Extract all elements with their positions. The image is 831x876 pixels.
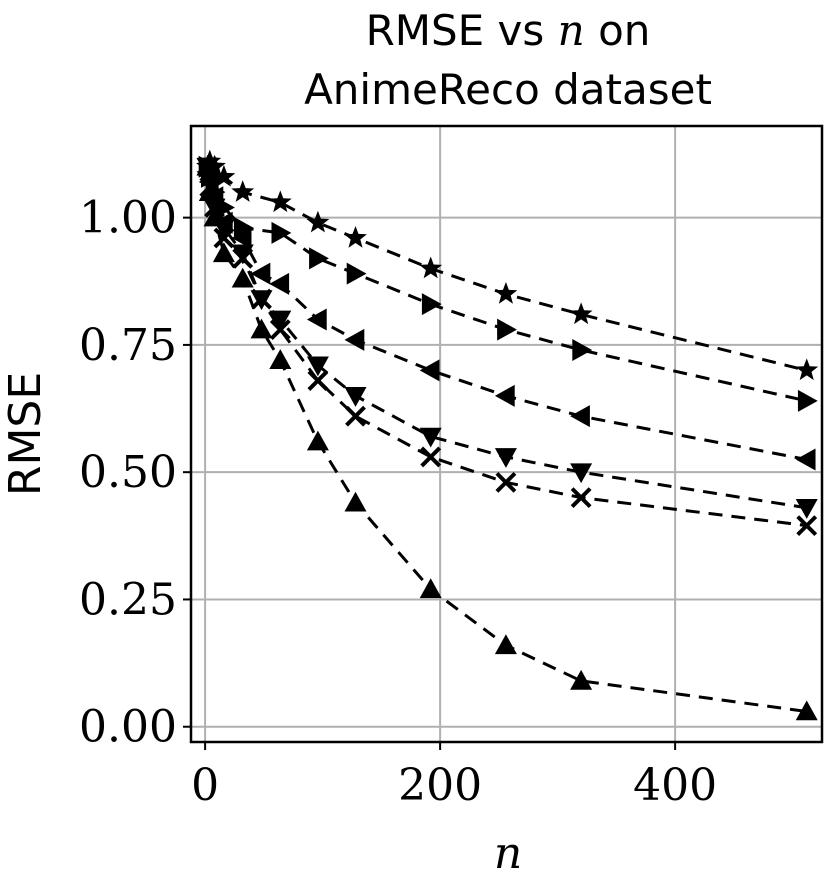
triangle-up-marker — [250, 318, 273, 339]
x-marker — [307, 370, 329, 391]
x-marker — [232, 247, 254, 269]
triangle-left-marker — [231, 227, 252, 249]
triangle-up-marker — [212, 242, 235, 263]
x-marker — [251, 288, 272, 310]
series-line-star — [206, 158, 808, 372]
triangle-up-marker — [198, 181, 221, 201]
x-marker — [420, 446, 442, 468]
y-tick-label: 0.75 — [79, 320, 177, 371]
triangle-right-marker — [346, 262, 367, 285]
x-tick-label: 200 — [398, 760, 482, 811]
triangle-right-marker — [309, 247, 329, 270]
star-marker — [569, 302, 593, 325]
triangle-right-marker — [797, 389, 818, 412]
grid-lines — [191, 126, 822, 742]
y-axis-label: RMSE — [0, 372, 51, 496]
x-marker — [345, 405, 366, 427]
series-line-triangle-right — [206, 166, 808, 403]
star-marker — [344, 226, 367, 248]
triangle-left-marker — [306, 308, 327, 331]
triangle-up-marker — [344, 491, 367, 512]
x-tick-label: 400 — [633, 760, 717, 811]
y-tick-label: 0.50 — [79, 447, 177, 498]
triangle-down-marker — [570, 463, 593, 484]
series-line-triangle-left — [206, 171, 807, 461]
y-axis-ticks: 0.00 0.25 0.50 0.75 1.00 — [79, 193, 191, 753]
triangle-down-marker — [344, 387, 367, 407]
triangle-right-marker — [233, 216, 254, 239]
chart-title-line2: AnimeReco dataset — [304, 65, 712, 114]
triangle-left-marker — [269, 272, 290, 295]
triangle-down-marker — [494, 448, 517, 468]
star-marker — [231, 180, 255, 202]
y-tick-label: 1.00 — [79, 193, 177, 244]
triangle-up-marker — [795, 700, 818, 721]
triangle-up-marker — [419, 578, 442, 599]
x-marker — [269, 319, 291, 341]
star-marker — [494, 282, 518, 304]
triangle-right-marker — [497, 318, 517, 341]
triangle-up-marker — [203, 206, 226, 227]
triangle-left-marker — [344, 328, 365, 351]
triangle-left-marker — [570, 405, 590, 428]
triangle-down-marker — [795, 499, 818, 519]
y-tick-label: 0.25 — [79, 574, 177, 625]
x-axis-ticks: 0 200 400 — [191, 742, 717, 811]
triangle-up-marker — [196, 155, 219, 176]
star-marker — [306, 210, 330, 233]
triangle-right-marker — [572, 339, 593, 361]
star-marker — [795, 358, 819, 381]
triangle-up-marker — [269, 349, 292, 369]
star-marker — [419, 256, 443, 279]
series-lines — [206, 158, 808, 713]
plot-frame — [189, 124, 824, 744]
x-marker — [796, 515, 818, 537]
triangle-down-marker — [419, 427, 442, 448]
star-marker — [212, 164, 236, 187]
series-markers — [196, 149, 819, 721]
triangle-up-marker — [494, 634, 517, 655]
triangle-down-marker — [269, 310, 292, 331]
triangle-up-marker — [231, 267, 254, 288]
star-marker — [268, 190, 292, 213]
triangle-up-marker — [306, 430, 329, 451]
triangle-right-marker — [421, 293, 442, 316]
triangle-left-marker — [250, 262, 271, 285]
triangle-down-marker — [231, 244, 254, 265]
x-axis-label: n — [494, 828, 522, 876]
triangle-up-marker — [570, 669, 593, 690]
chart-title-line1: RMSE vs n on — [366, 6, 651, 55]
x-marker — [213, 227, 235, 249]
x-tick-label: 0 — [191, 760, 219, 811]
x-marker — [495, 471, 517, 493]
series-line-triangle-up — [206, 166, 807, 713]
triangle-right-marker — [271, 221, 292, 244]
triangle-left-marker — [795, 448, 816, 471]
triangle-left-marker — [419, 359, 440, 382]
triangle-left-marker — [494, 384, 515, 407]
x-marker — [570, 487, 592, 509]
triangle-down-marker — [306, 356, 329, 377]
y-tick-label: 0.00 — [79, 702, 177, 753]
